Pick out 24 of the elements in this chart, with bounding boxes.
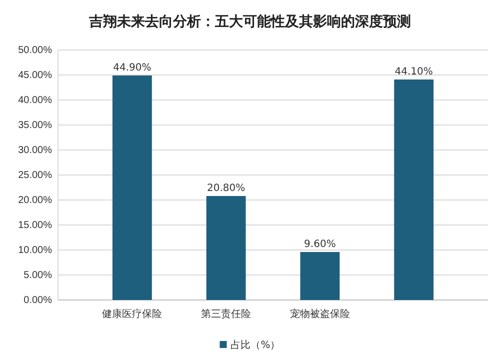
- y-tick-label: 15.00%: [18, 220, 52, 232]
- y-tick-label: 35.00%: [18, 120, 52, 132]
- y-tick-label: 25.00%: [18, 170, 52, 182]
- y-tick-label: 5.00%: [24, 270, 52, 282]
- legend-label: 占比（%）: [230, 339, 280, 351]
- bar: [300, 252, 340, 300]
- y-tick-label: 10.00%: [18, 245, 52, 256]
- y-tick-label: 30.00%: [18, 145, 52, 156]
- data-label: 20.80%: [206, 183, 246, 194]
- chart-title: 吉翔未来去向分析：五大可能性及其影响的深度预测: [88, 13, 411, 30]
- data-label: 44.10%: [394, 66, 433, 78]
- x-tick-label: 第三责任险: [201, 308, 252, 320]
- data-label: 9.60%: [304, 239, 336, 250]
- data-label: 44.90%: [113, 62, 152, 74]
- y-tick-label: 50.00%: [18, 45, 52, 56]
- y-tick-label: 40.00%: [18, 95, 52, 106]
- x-tick-label: 宠物被盗保险: [290, 308, 350, 320]
- y-tick-label: 0.00%: [24, 295, 52, 306]
- bar: [206, 196, 246, 300]
- bar: [394, 80, 434, 300]
- bar: [112, 76, 152, 300]
- y-tick-label: 45.00%: [18, 70, 52, 82]
- y-tick-label: 20.00%: [18, 195, 52, 206]
- x-tick-label: 健康医疗保险: [102, 308, 162, 320]
